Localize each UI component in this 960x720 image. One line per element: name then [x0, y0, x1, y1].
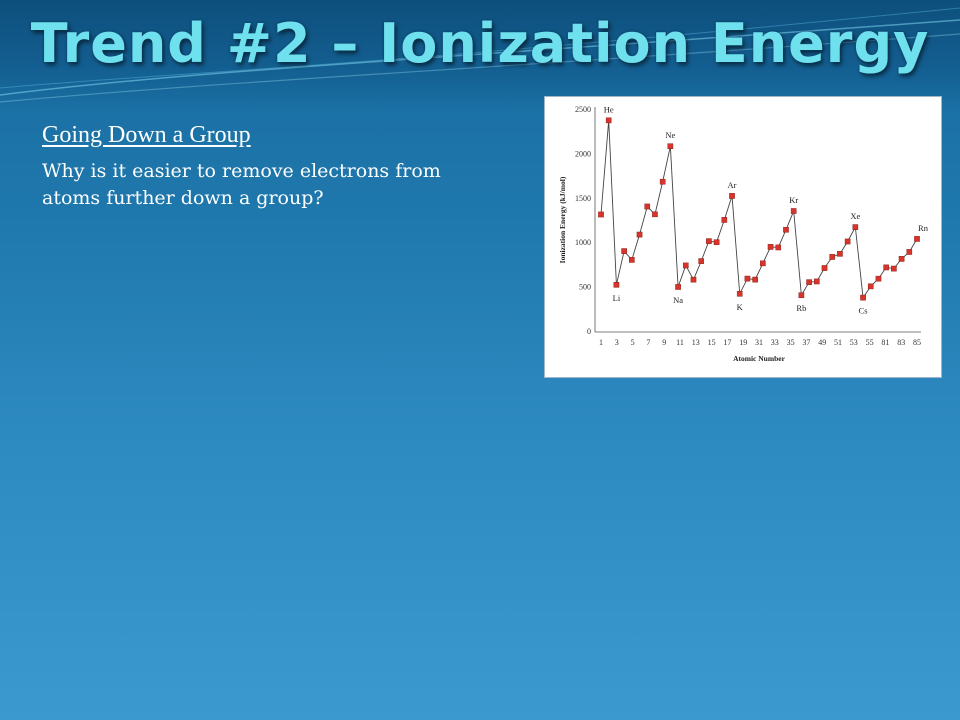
- data-point: [798, 292, 805, 299]
- element-label: Xe: [850, 211, 860, 221]
- y-tick-label: 1000: [575, 238, 591, 247]
- x-tick-label: 17: [723, 338, 731, 347]
- x-tick-label: 49: [818, 338, 826, 347]
- x-tick-label: 53: [850, 338, 858, 347]
- data-point: [844, 238, 851, 245]
- section-heading: Going Down a Group: [42, 122, 251, 148]
- chart-axes: [594, 107, 921, 333]
- element-label: Ar: [728, 180, 737, 190]
- data-point: [883, 264, 889, 271]
- element-label: He: [604, 104, 614, 114]
- data-point: [867, 283, 874, 290]
- data-point: [767, 244, 774, 250]
- x-tick-labels: 1 3 5 7 9 11 13 15 17 19 31 33 35 37 49 51 53 55 81 83 85: [599, 338, 921, 347]
- ionization-series: [598, 117, 920, 301]
- title-band: [0, 0, 960, 110]
- element-label: Kr: [789, 195, 798, 205]
- data-point: [752, 276, 758, 283]
- x-tick-label: 31: [755, 338, 763, 347]
- ionization-energy-chart: 0 500 1000 1500 2000 2500 1 3 5 7 9 11 13 15 17 19 31 33…: [544, 96, 942, 378]
- data-point: [706, 238, 712, 244]
- y-tick-labels: 0 500 1000 1500 2000 2500: [575, 105, 591, 336]
- data-point: [875, 275, 882, 282]
- y-tick-label: 0: [587, 327, 591, 336]
- data-point: [891, 265, 897, 272]
- y-axis-title: Ionization Energy (kJ/mol): [558, 176, 567, 263]
- data-point: [652, 211, 658, 218]
- x-tick-label: 55: [866, 338, 874, 347]
- data-point: [744, 275, 751, 282]
- data-point: [790, 208, 797, 214]
- y-tick-label: 2500: [575, 105, 591, 114]
- slide-title: Trend #2 – Ionization Energy: [30, 12, 930, 75]
- element-label: Na: [673, 295, 683, 305]
- x-tick-label: 19: [739, 338, 747, 347]
- x-axis-title: Atomic Number: [733, 354, 786, 363]
- data-point: [906, 249, 913, 255]
- element-label: Li: [613, 293, 621, 303]
- data-point: [729, 193, 735, 199]
- y-tick-label: 2000: [575, 149, 591, 158]
- data-point: [713, 239, 720, 246]
- data-point: [644, 203, 651, 210]
- element-labels: He Ne Ar Kr Xe Rn Li Na K Rb Cs: [604, 104, 929, 315]
- x-tick-label: 7: [646, 338, 650, 347]
- data-point: [814, 278, 820, 285]
- y-tick-label: 1500: [575, 194, 591, 203]
- element-label: Rn: [918, 223, 929, 233]
- x-tick-label: 85: [913, 338, 921, 347]
- element-label: Rb: [796, 303, 806, 313]
- x-tick-label: 9: [662, 338, 666, 347]
- data-point: [682, 262, 689, 269]
- x-tick-label: 35: [787, 338, 795, 347]
- data-point: [775, 244, 782, 251]
- x-tick-label: 33: [771, 338, 779, 347]
- data-point: [690, 276, 697, 283]
- element-label: K: [737, 302, 744, 312]
- x-tick-label: 11: [676, 338, 684, 347]
- data-point: [675, 284, 681, 290]
- data-point: [829, 254, 836, 260]
- data-point: [837, 251, 843, 257]
- x-tick-label: 5: [631, 338, 635, 347]
- element-label: Cs: [859, 306, 868, 316]
- body-question: Why is it easier to remove electrons fro…: [42, 160, 441, 209]
- data-point: [898, 256, 905, 262]
- x-tick-label: 3: [615, 338, 619, 347]
- x-tick-label: 83: [897, 338, 905, 347]
- data-point: [852, 224, 859, 230]
- data-point: [860, 294, 866, 301]
- y-tick-label: 500: [579, 283, 591, 292]
- data-point: [621, 248, 627, 254]
- x-tick-label: 1: [599, 338, 603, 347]
- data-point: [914, 236, 920, 242]
- x-tick-label: 15: [708, 338, 716, 347]
- data-point: [636, 231, 643, 238]
- decorative-waves: [0, 7, 960, 103]
- data-point: [659, 178, 666, 185]
- element-label: Ne: [665, 130, 675, 140]
- data-point: [760, 260, 766, 267]
- x-tick-label: 51: [834, 338, 842, 347]
- data-point: [667, 143, 674, 150]
- data-point: [629, 257, 635, 263]
- data-point: [605, 117, 612, 124]
- data-point: [613, 282, 620, 288]
- data-point: [721, 217, 728, 223]
- data-point: [736, 290, 743, 297]
- data-point: [821, 265, 828, 271]
- data-point: [806, 279, 812, 285]
- x-tick-label: 37: [802, 338, 810, 347]
- data-point: [598, 211, 604, 218]
- x-tick-label: 13: [692, 338, 700, 347]
- data-point: [783, 226, 789, 233]
- data-point: [698, 258, 704, 264]
- x-tick-label: 81: [881, 338, 889, 347]
